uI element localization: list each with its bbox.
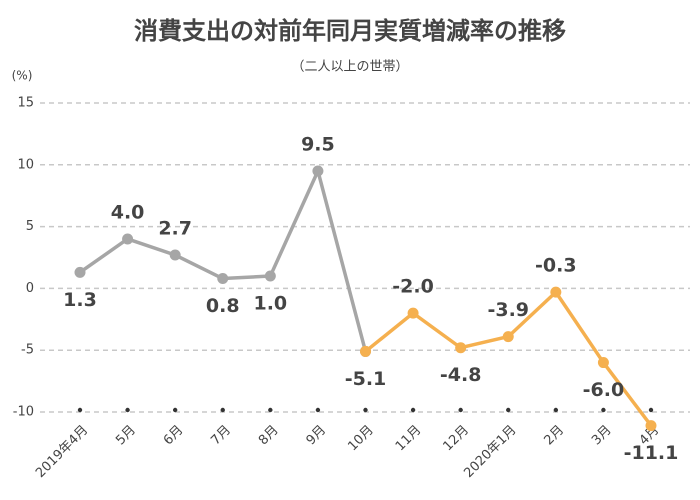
x-tick-label: 10月 xyxy=(345,423,376,454)
x-tick-label: 11月 xyxy=(393,423,424,454)
data-label: 9.5 xyxy=(301,133,335,155)
point xyxy=(597,357,609,369)
x-tick-dot xyxy=(648,407,654,413)
y-tick-label: 10 xyxy=(17,157,34,172)
point xyxy=(74,266,86,278)
y-tick-label: -5 xyxy=(21,343,34,358)
x-tick-dot xyxy=(268,407,273,413)
point xyxy=(645,420,657,432)
data-label: 4.0 xyxy=(111,201,145,223)
point xyxy=(122,233,134,245)
x-tick-label: 2月 xyxy=(541,423,567,449)
data-label: 0.8 xyxy=(206,295,240,317)
chart-subtitle: （二人以上の世帯） xyxy=(291,60,408,75)
y-tick-label: -10 xyxy=(13,405,34,420)
x-tick-dot xyxy=(553,407,559,413)
data-label: -0.3 xyxy=(535,255,577,277)
data-label: -5.1 xyxy=(345,368,387,390)
x-tick-label: 5月 xyxy=(113,423,139,449)
x-tick-dot xyxy=(506,407,511,413)
x-tick-dot xyxy=(125,407,130,413)
data-label: 1.0 xyxy=(253,293,287,315)
line xyxy=(78,169,368,352)
y-tick-label: 0 xyxy=(26,281,34,296)
x-tick-label: 8月 xyxy=(256,423,282,449)
point xyxy=(264,270,276,282)
point xyxy=(169,249,181,261)
point xyxy=(407,307,419,319)
x-tick-label: 7月 xyxy=(208,423,234,449)
x-tick-label: 12月 xyxy=(440,423,471,454)
x-tick-dot xyxy=(315,407,321,413)
y-tick-label: 5 xyxy=(26,219,34,234)
x-tick-label: 3月 xyxy=(589,423,615,449)
data-label: 1.3 xyxy=(63,289,97,311)
point xyxy=(360,345,371,357)
data-label: -4.8 xyxy=(440,364,482,386)
x-tick-label: 2019年4月 xyxy=(33,423,91,481)
x-tick-dot xyxy=(77,407,83,413)
x-tick-dot xyxy=(601,407,606,413)
data-label: 2.7 xyxy=(158,218,192,240)
data-label: -6.0 xyxy=(583,379,625,401)
x-tick-label: 6月 xyxy=(161,423,187,449)
point xyxy=(550,286,562,298)
point xyxy=(312,165,324,177)
data-label: -3.9 xyxy=(487,299,529,321)
x-tick-dot xyxy=(410,407,416,413)
point xyxy=(455,342,467,354)
point xyxy=(217,273,229,285)
data-label: -11.1 xyxy=(624,442,679,464)
y-tick-label: 15 xyxy=(17,96,34,111)
data-label: -2.0 xyxy=(392,276,434,298)
point xyxy=(502,331,514,343)
x-tick-dot xyxy=(220,407,225,413)
x-tick-dot xyxy=(363,407,368,413)
x-tick-label: 9月 xyxy=(304,423,330,449)
chart-title: 消費支出の対前年同月実質増減率の推移 xyxy=(134,17,566,45)
x-tick-dot xyxy=(172,407,178,413)
x-tick-dot xyxy=(458,407,463,413)
y-axis-label: (%) xyxy=(12,69,33,83)
